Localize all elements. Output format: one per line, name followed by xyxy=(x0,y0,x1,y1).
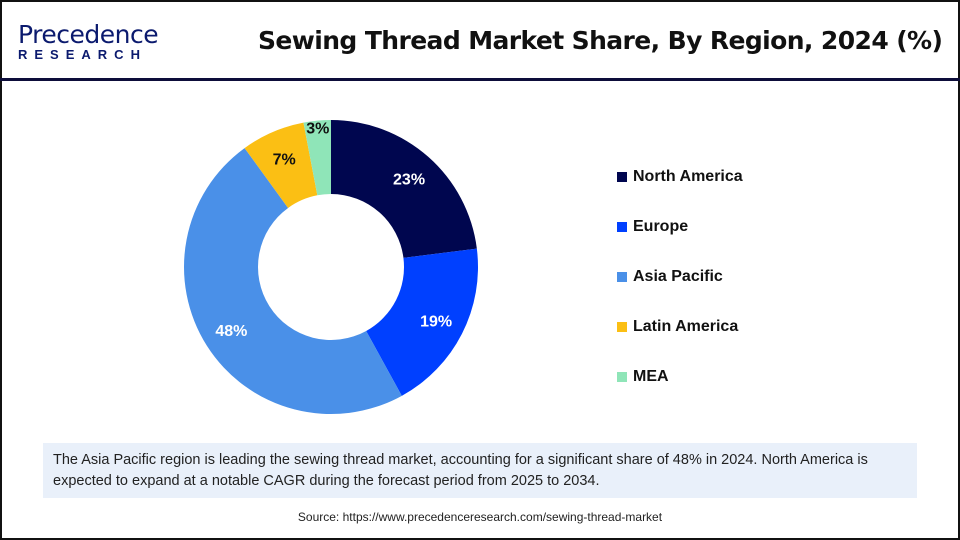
legend-swatch xyxy=(617,322,627,332)
legend-label: Latin America xyxy=(633,318,739,335)
legend: North America Europe Asia Pacific Latin Ame… xyxy=(617,152,743,402)
logo: Precedence RESEARCH xyxy=(18,20,159,62)
legend-swatch xyxy=(617,272,627,282)
legend-swatch xyxy=(617,372,627,382)
legend-label: MEA xyxy=(633,368,669,385)
data-label: 19% xyxy=(420,314,452,331)
legend-label: North America xyxy=(633,168,743,185)
legend-item: MEA xyxy=(617,352,743,402)
legend-item: Latin America xyxy=(617,302,743,352)
legend-item: Europe xyxy=(617,202,743,252)
logo-subtext: RESEARCH xyxy=(18,47,147,62)
data-label: 48% xyxy=(215,323,247,340)
slice-north-america xyxy=(331,120,477,258)
legend-swatch xyxy=(617,222,627,232)
slice-europe xyxy=(366,248,478,396)
chart-title: Sewing Thread Market Share, By Region, 2… xyxy=(258,26,943,55)
data-label: 3% xyxy=(306,121,329,138)
legend-swatch xyxy=(617,172,627,182)
slice-mea xyxy=(303,120,331,196)
header: Precedence RESEARCH Sewing Thread Market… xyxy=(0,0,960,81)
slice-asia-pacific xyxy=(184,148,402,414)
legend-label: Europe xyxy=(633,218,689,235)
summary-note: The Asia Pacific region is leading the s… xyxy=(43,443,917,498)
logo-text: Precedence xyxy=(18,20,159,49)
legend-label: Asia Pacific xyxy=(633,268,723,285)
data-label: 7% xyxy=(273,152,296,169)
data-label: 23% xyxy=(393,171,425,188)
slice-latin-america xyxy=(244,122,318,208)
legend-item: Asia Pacific xyxy=(617,252,743,302)
source-text: Source: https://www.precedenceresearch.c… xyxy=(297,510,663,524)
legend-item: North America xyxy=(617,152,743,202)
